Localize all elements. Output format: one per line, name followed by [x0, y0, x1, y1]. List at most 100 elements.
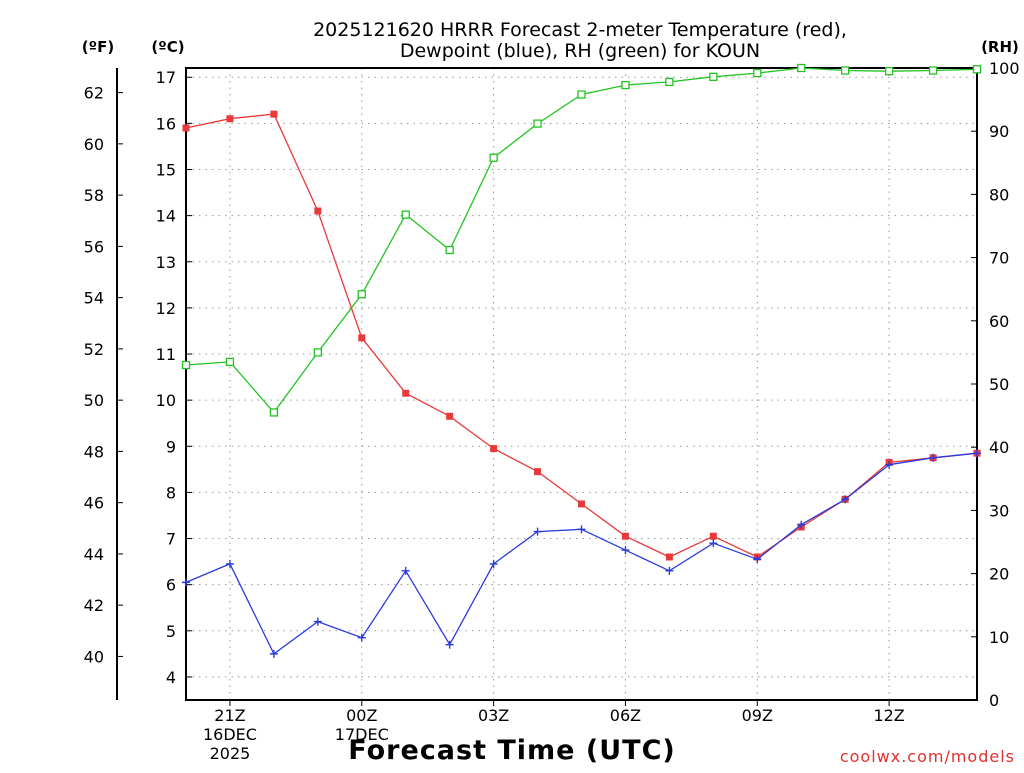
celsius-tick-label: 9	[166, 437, 176, 456]
fahrenheit-tick-label: 46	[84, 494, 104, 513]
rh-tick-label: 90	[989, 122, 1009, 141]
celsius-tick-label: 4	[166, 668, 176, 687]
celsius-tick-label: 13	[156, 253, 176, 272]
rh-point	[884, 67, 894, 76]
dewpoint-point	[577, 525, 586, 534]
fahrenheit-tick-label: 50	[84, 391, 104, 410]
dewpoint-markers	[182, 449, 981, 658]
fahrenheit-tick-label: 60	[84, 135, 104, 154]
rh-markers	[181, 63, 982, 417]
celsius-tick-label: 14	[156, 207, 176, 226]
rh-point	[797, 63, 806, 73]
rh-point	[357, 290, 366, 299]
rh-point	[313, 348, 322, 357]
dewpoint-point	[797, 520, 806, 529]
dewpoint-point	[929, 453, 938, 462]
dewpoint-point	[841, 495, 850, 504]
temperature-point	[446, 412, 454, 420]
temperature-point	[270, 110, 278, 118]
dewpoint-point	[269, 649, 278, 658]
rh-tick-label: 10	[989, 628, 1009, 647]
temperature-point	[182, 124, 190, 132]
dewpoint-point	[973, 449, 981, 458]
celsius-tick-label: 12	[156, 299, 176, 318]
x-tick-label: 03Z	[478, 706, 509, 725]
dewpoint-point	[225, 559, 234, 568]
rh-tick-label: 30	[989, 501, 1009, 520]
temperature-point	[402, 389, 410, 397]
credit-label: coolwx.com/models	[840, 747, 1015, 766]
rh-tick-label: 60	[989, 312, 1009, 331]
celsius-tick-label: 17	[156, 68, 176, 87]
rh-point	[709, 72, 718, 81]
x-tick-label: 16DEC	[203, 725, 257, 744]
rh-point	[577, 90, 586, 99]
celsius-tick-label: 10	[156, 391, 176, 410]
temperature-point	[665, 553, 673, 561]
temperature-point	[709, 532, 717, 540]
rh-point	[753, 68, 762, 78]
rh-tick-label: 70	[989, 249, 1009, 268]
x-tick-label: 06Z	[610, 706, 641, 725]
temperature-line	[185, 113, 978, 558]
dewpoint-point	[621, 546, 630, 555]
fahrenheit-tick-label: 58	[84, 186, 104, 205]
temperature-point	[621, 532, 629, 540]
x-axis-label: Forecast Time (UTC)	[348, 735, 675, 766]
fahrenheit-tick-label: 62	[84, 84, 104, 103]
rh-tick-label: 100	[989, 59, 1020, 78]
temperature-point	[314, 207, 322, 215]
fahrenheit-unit-label: (ºF)	[82, 38, 114, 56]
celsius-tick-label: 7	[166, 530, 176, 549]
temperature-point	[358, 334, 366, 342]
dewpoint-point	[182, 578, 190, 587]
rh-tick-label: 40	[989, 438, 1009, 457]
celsius-unit-label: (ºC)	[151, 38, 184, 56]
rh-tick-label: 50	[989, 375, 1009, 394]
rh-tick-label: 20	[989, 565, 1009, 584]
fahrenheit-tick-label: 56	[84, 237, 104, 256]
rh-unit-label: (RH)	[981, 38, 1019, 56]
temperature-point	[490, 445, 498, 453]
rh-point	[181, 360, 191, 370]
fahrenheit-tick-label: 52	[84, 340, 104, 359]
rh-line	[185, 67, 978, 414]
fahrenheit-tick-label: 44	[84, 545, 104, 564]
dewpoint-point	[753, 555, 762, 564]
rh-tick-label: 0	[989, 691, 999, 710]
temperature-point	[578, 500, 585, 508]
x-tick-label: 2025	[210, 744, 251, 763]
x-tick-label: 21Z	[214, 706, 245, 725]
x-tick-label: 09Z	[742, 706, 773, 725]
grid-lines	[186, 68, 977, 700]
dewpoint-point	[445, 640, 454, 649]
temperature-point	[534, 468, 542, 476]
x-tick-label: 12Z	[873, 706, 904, 725]
celsius-tick-label: 5	[166, 622, 176, 641]
dewpoint-point	[489, 559, 498, 568]
dewpoint-line	[185, 452, 978, 655]
dewpoint-point	[313, 617, 322, 626]
rh-point	[445, 245, 454, 255]
celsius-tick-label: 6	[166, 576, 176, 595]
x-tick-label: 17DEC	[335, 725, 389, 744]
rh-point	[621, 80, 630, 90]
celsius-tick-label: 8	[166, 483, 176, 502]
celsius-tick-label: 15	[156, 160, 176, 179]
dewpoint-point	[533, 527, 542, 536]
plot-frame	[185, 67, 978, 701]
temperature-point	[226, 115, 234, 123]
fahrenheit-tick-label: 48	[84, 442, 104, 461]
rh-tick-label: 80	[989, 185, 1009, 204]
chart-title-line-1: 2025121620 HRRR Forecast 2-meter Tempera…	[313, 19, 847, 41]
rh-point	[225, 357, 235, 367]
rh-point	[489, 153, 498, 162]
dewpoint-point	[885, 460, 894, 469]
dewpoint-point	[665, 566, 674, 575]
chart-title-line-2: Dewpoint (blue), RH (green) for KOUN	[400, 40, 760, 62]
rh-point	[928, 66, 938, 75]
dewpoint-point	[401, 566, 410, 575]
rh-point	[972, 65, 982, 74]
